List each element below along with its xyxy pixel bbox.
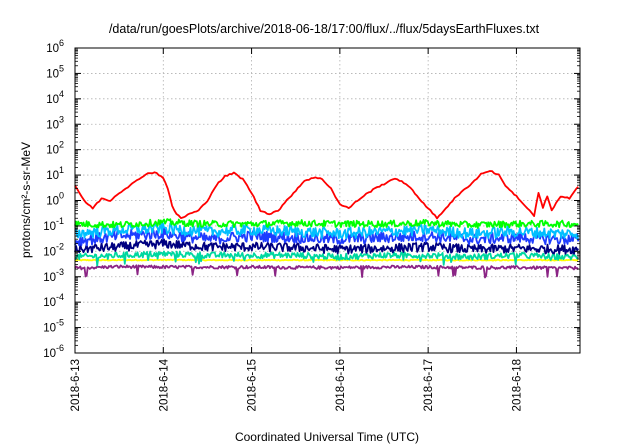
x-tick-label: 2018-6-14	[158, 358, 170, 411]
y-tick-label: 100	[46, 191, 64, 208]
y-tick-label: 103	[46, 114, 64, 131]
y-tick-label: 10-6	[43, 343, 64, 360]
series-line	[74, 218, 579, 229]
x-tick-label: 2018-6-16	[335, 359, 347, 411]
y-tick-label: 10-5	[43, 318, 64, 335]
series-line	[74, 170, 579, 220]
y-tick-label: 10-1	[43, 216, 64, 233]
y-tick-labels: 10-6 10-5 10-4 10-3 10-2 10-1 100 101 102 103 104 1…	[43, 38, 64, 360]
series-line	[74, 250, 579, 267]
plot-frame	[74, 47, 581, 354]
y-tick-label: 101	[46, 165, 64, 182]
x-axis-label: Coordinated Universal Time (UTC)	[235, 430, 419, 444]
series-layer	[74, 170, 580, 279]
y-axis-label: protons/cm²-s-sr-MeV	[19, 142, 33, 258]
series-line	[74, 258, 579, 262]
y-tick-label: 10-2	[43, 241, 64, 258]
series-line	[74, 264, 579, 279]
grid-lines	[75, 48, 580, 353]
y-tick-label: 106	[46, 38, 64, 55]
series-line	[74, 238, 579, 255]
x-tick-label: 2018-6-17	[423, 359, 435, 411]
series-line	[74, 227, 580, 247]
x-tick-label: 2018-6-13	[70, 359, 82, 411]
y-tick-label: 105	[46, 63, 64, 80]
y-tick-label: 104	[46, 89, 64, 106]
y-tick-label: 10-4	[43, 292, 64, 309]
x-tick-labels: 2018-6-13 2018-6-14 2018-6-15 2018-6-16 2018…	[70, 358, 523, 411]
x-tick-label: 2018-6-18	[511, 359, 523, 411]
y-tick-label: 10-3	[43, 267, 64, 284]
series-line	[74, 222, 580, 240]
y-tick-label: 102	[46, 140, 64, 157]
chart-title: /data/run/goesPlots/archive/2018-06-18/1…	[109, 22, 540, 36]
x-tick-label: 2018-6-15	[247, 359, 259, 411]
